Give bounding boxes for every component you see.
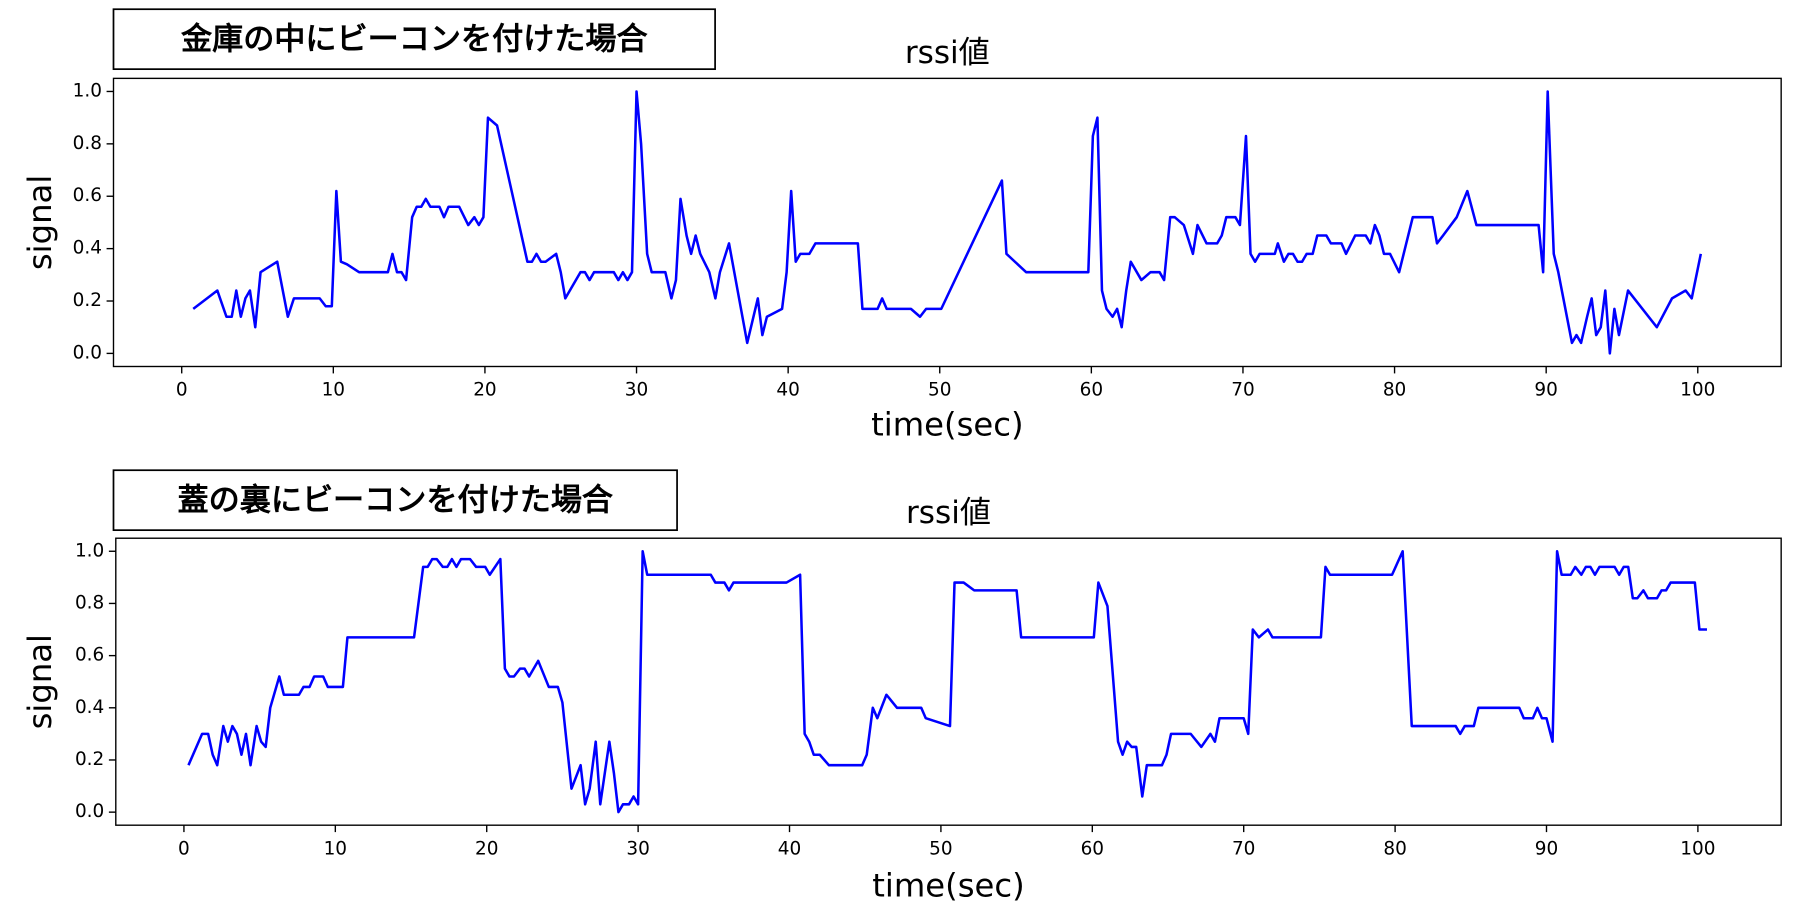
x-tick-label: 100 [1680,380,1715,401]
x-axis-label: time(sec) [871,405,1023,443]
annotation: 金庫の中にビーコンを付けた場合 [180,21,649,57]
y-tick-label: 0.6 [73,185,102,206]
data-line [187,549,1707,814]
chart-title: rssi値 [905,35,990,71]
x-tick-label: 70 [1232,838,1255,859]
y-tick-label: 0.0 [73,342,102,363]
x-axis-label: time(sec) [872,866,1024,904]
y-tick-label: 1.0 [73,80,102,101]
x-tick-label: 40 [778,838,801,859]
x-tick-label: 100 [1680,838,1715,859]
y-tick-label: 0.6 [75,645,104,666]
y-tick-label: 0.8 [75,592,104,613]
axes-frame [112,77,1782,368]
x-tick-label: 30 [626,838,649,859]
x-tick-label: 80 [1383,380,1406,401]
x-tick-label: 70 [1231,380,1254,401]
x-tick-label: 20 [473,380,496,401]
x-tick-label: 90 [1535,838,1558,859]
annotation: 蓋の裏にビーコンを付けた場合 [178,482,614,518]
x-tick-label: 10 [324,838,347,859]
x-tick-label: 60 [1081,838,1104,859]
y-axis-label: signal [21,634,59,729]
x-tick-label: 30 [625,380,648,401]
y-axis-label: signal [21,175,59,270]
x-tick-label: 80 [1383,838,1406,859]
x-tick-label: 20 [475,838,498,859]
y-tick-label: 0.8 [73,133,102,154]
y-tick-label: 0.0 [75,801,104,822]
y-tick-label: 0.4 [73,238,102,259]
chart-title: rssi値 [906,495,991,531]
x-tick-label: 10 [322,380,345,401]
annotation-box [112,8,716,71]
annotation-box [112,469,678,532]
y-tick-label: 0.4 [75,697,104,718]
x-tick-label: 40 [776,380,799,401]
data-line [192,90,1703,355]
y-tick-label: 0.2 [73,290,102,311]
x-tick-label: 50 [928,380,951,401]
axes-frame [115,537,1782,826]
x-tick-label: 0 [176,380,188,401]
y-tick-label: 0.2 [75,749,104,770]
x-tick-label: 50 [929,838,952,859]
x-tick-label: 60 [1080,380,1103,401]
y-tick-label: 1.0 [75,540,104,561]
x-tick-label: 90 [1534,380,1557,401]
x-tick-label: 0 [178,838,190,859]
